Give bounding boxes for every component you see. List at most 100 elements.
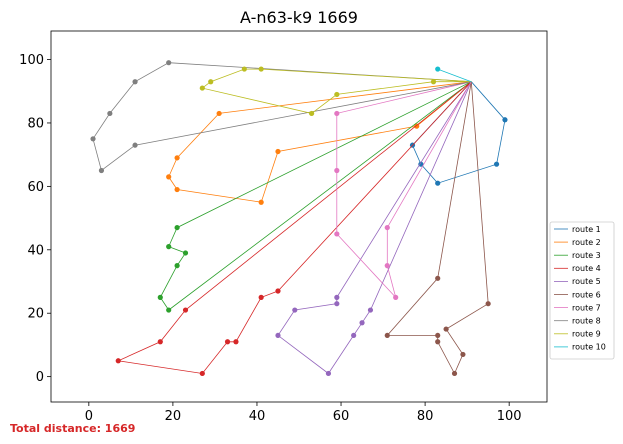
customer-point — [157, 339, 163, 345]
route-line-route-7 — [336, 81, 472, 298]
customer-point — [451, 370, 458, 377]
customer-point — [107, 110, 113, 117]
legend-label: route 1 — [572, 225, 601, 234]
route-line-route-8 — [92, 62, 472, 172]
customer-point — [241, 66, 247, 72]
customer-point — [233, 339, 239, 345]
chart-title: A-n63-k9 1669 — [240, 8, 358, 27]
series-route-10 — [435, 66, 472, 83]
customer-point — [224, 339, 231, 345]
customer-point — [435, 275, 441, 281]
series-route-4 — [115, 81, 472, 377]
customer-point — [166, 244, 172, 250]
customer-point — [309, 110, 315, 117]
y-tick-label: 20 — [27, 307, 44, 322]
customer-point — [359, 320, 365, 326]
customer-point — [166, 174, 172, 180]
customer-point — [435, 66, 441, 72]
legend-label: route 3 — [572, 251, 601, 260]
customer-point — [275, 332, 281, 339]
customer-point — [174, 155, 180, 161]
series-route-8 — [90, 60, 472, 174]
legend: route 1 route 2 route 3 route 4 route 5 route… — [549, 221, 615, 360]
customer-point — [435, 332, 441, 339]
series-route-2 — [166, 81, 472, 205]
customer-point — [258, 66, 264, 72]
customer-point — [216, 110, 222, 117]
customer-point — [384, 224, 390, 231]
y-tick-label: 100 — [19, 53, 44, 68]
customer-point — [174, 224, 180, 231]
legend-label: route 8 — [572, 317, 601, 326]
legend-label: route 2 — [572, 238, 601, 247]
legend-label: route 10 — [572, 343, 606, 352]
customer-point — [325, 370, 332, 377]
x-tick-label: 80 — [417, 409, 434, 424]
customer-point — [182, 307, 189, 313]
customer-point — [199, 370, 205, 377]
routes — [90, 60, 508, 377]
legend-frame — [549, 221, 615, 360]
series-route-6 — [384, 81, 491, 377]
customer-point — [502, 117, 508, 123]
customer-point — [435, 339, 441, 345]
route-line-route-4 — [116, 81, 472, 374]
customer-point — [393, 294, 399, 300]
series-route-7 — [334, 81, 472, 300]
legend-label: route 6 — [572, 290, 601, 299]
customer-point — [258, 294, 264, 300]
legend-label: route 5 — [572, 277, 601, 286]
customer-point — [460, 351, 466, 358]
customer-point — [493, 161, 500, 167]
x-tick-label: 20 — [165, 409, 182, 424]
customer-point — [98, 167, 105, 174]
customer-point — [351, 332, 357, 339]
customer-point — [384, 332, 390, 339]
customer-point — [132, 142, 138, 148]
plot-area — [50, 30, 548, 403]
customer-point — [115, 358, 121, 364]
customer-point — [485, 301, 491, 307]
axes: 0 20 40 60 80 100 0 20 40 60 80 100 — [19, 53, 521, 424]
customer-point — [430, 79, 437, 85]
series-route-5 — [275, 81, 472, 377]
customer-point — [435, 180, 441, 186]
customer-point — [132, 79, 138, 85]
customer-point — [174, 186, 180, 193]
y-tick-label: 60 — [27, 180, 44, 195]
legend-label: route 9 — [572, 330, 601, 339]
customer-point — [275, 288, 281, 294]
customer-point — [275, 148, 281, 155]
customer-point — [334, 294, 340, 300]
y-tick-label: 80 — [27, 116, 44, 131]
customer-point — [174, 263, 180, 269]
route-line-route-6 — [386, 81, 489, 375]
customer-point — [208, 79, 214, 85]
customer-point — [166, 60, 172, 66]
route-line-route-5 — [277, 81, 472, 375]
customer-point — [199, 85, 205, 91]
x-tick-label: 60 — [333, 409, 350, 424]
y-tick-label: 40 — [27, 243, 44, 258]
customer-point — [334, 301, 340, 307]
customer-point — [443, 326, 449, 332]
y-tick-label: 0 — [36, 370, 44, 385]
customer-point — [334, 231, 340, 237]
total-distance-annotation: Total distance: 1669 — [10, 422, 135, 435]
customer-point — [157, 294, 163, 300]
x-tick-label: 0 — [85, 409, 93, 424]
customer-point — [334, 91, 340, 98]
customer-point — [90, 136, 96, 142]
customer-point — [258, 199, 264, 205]
series-route-9 — [199, 66, 472, 117]
customer-point — [418, 161, 424, 167]
customer-point — [292, 307, 298, 313]
customer-point — [367, 307, 374, 313]
legend-label: route 7 — [572, 303, 601, 312]
x-tick-label: 40 — [249, 409, 266, 424]
customer-point — [182, 250, 189, 256]
customer-point — [334, 110, 340, 117]
customer-point — [334, 167, 340, 174]
customer-point — [414, 123, 420, 129]
